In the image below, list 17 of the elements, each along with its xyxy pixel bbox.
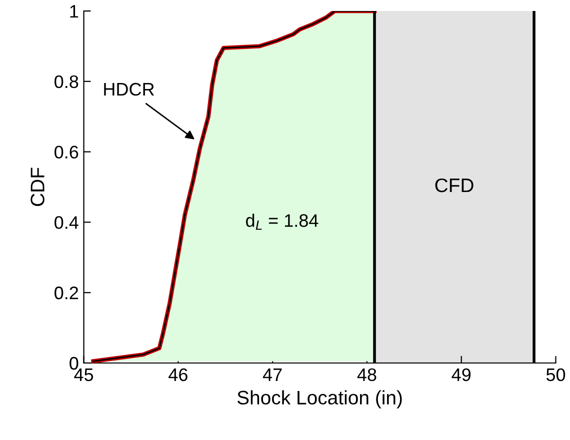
y-tick-label: 0.8 bbox=[54, 75, 78, 88]
band-label: CFD bbox=[435, 178, 474, 192]
annotation: HDCR bbox=[104, 82, 154, 96]
annotation: d$_{L}$ = 1.84 bbox=[246, 214, 318, 230]
y-tick-label: 0 bbox=[70, 356, 78, 370]
x-tick-label: 49 bbox=[452, 368, 471, 382]
y-axis-title: CDF bbox=[30, 168, 44, 206]
x-tick-label: 50 bbox=[546, 368, 566, 382]
x-tick-label: 48 bbox=[357, 368, 376, 382]
x-tick-label: 45 bbox=[74, 368, 94, 382]
x-tick-label: 47 bbox=[262, 368, 282, 381]
x-tick-label: 46 bbox=[168, 368, 188, 382]
x-axis-title: Shock Location (in) bbox=[237, 390, 402, 408]
y-tick-label: 0.6 bbox=[54, 146, 78, 159]
y-tick-label: 1 bbox=[70, 5, 78, 18]
y-tick-label: 0.2 bbox=[54, 286, 78, 300]
y-tick-label: 0.4 bbox=[54, 216, 78, 229]
